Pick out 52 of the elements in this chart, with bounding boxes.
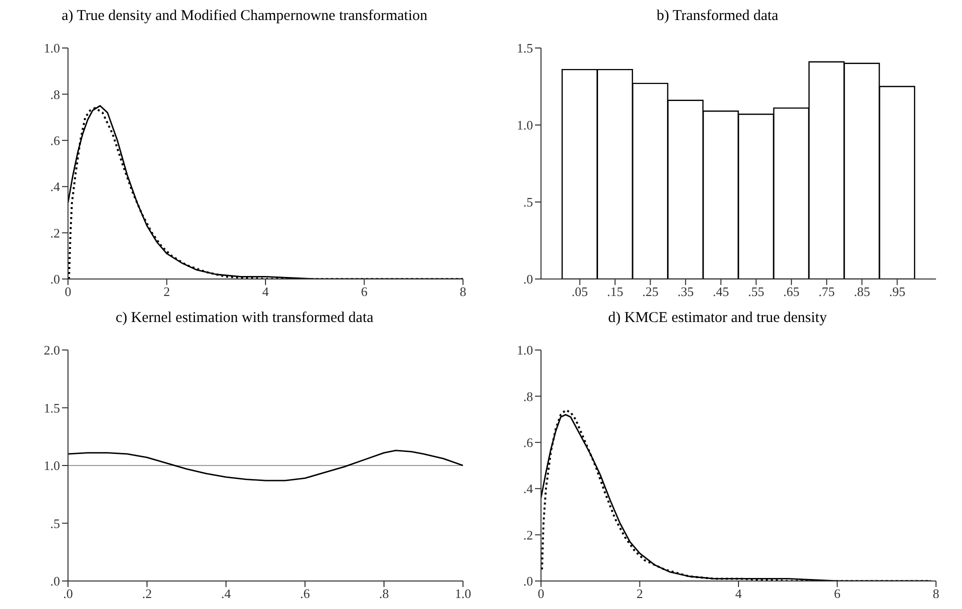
y-tick-label: .0 [523,574,533,589]
y-tick-label: 2.0 [44,342,60,358]
y-tick-label: .0 [523,272,533,287]
line-series [68,450,463,482]
y-tick-label: 1.0 [516,342,533,358]
x-tick-label: .6 [300,586,310,602]
chart-title: d) KMCE estimator and true density [607,310,828,328]
x-tick-label: .75 [818,284,835,300]
x-tick-label: .35 [677,284,694,300]
y-tick-label: .0 [50,272,60,287]
x-tick-label: 6 [834,586,841,602]
y-tick-label: .5 [523,194,533,210]
chart-title: c) Kernel estimation with transformed data [114,310,374,328]
x-tick-label: 2 [636,586,643,602]
x-tick-label: 6 [361,284,368,300]
y-tick-label: .4 [50,179,60,194]
y-tick-label: 1.0 [516,118,533,133]
x-tick-label: .4 [221,586,232,602]
y-tick-label: .8 [50,86,60,102]
x-tick-label: .65 [783,284,800,300]
x-tick-label: 0 [538,586,544,602]
y-tick-label: .2 [523,527,533,542]
y-tick-label: .0 [50,574,60,589]
x-tick-label: 8 [460,284,466,300]
y-tick-label: 1.0 [44,40,60,56]
x-tick-label: .2 [142,586,152,602]
x-tick-label: .0 [63,586,73,602]
y-tick-label: 1.5 [44,400,60,416]
x-tick-label: .15 [606,284,624,300]
y-tick-label: .4 [523,481,534,496]
y-tick-label: .8 [523,388,533,404]
y-tick-label: .6 [50,133,60,148]
chart-title: b) Transformed data [656,8,780,26]
x-tick-label: .8 [379,586,389,602]
x-tick-label: .55 [748,284,764,300]
x-tick-label: .25 [642,284,658,300]
x-tick-label: .45 [712,284,729,300]
y-tick-label: .5 [50,516,60,531]
x-tick-label: 8 [932,586,940,602]
x-tick-label: .85 [854,284,870,300]
x-tick-label: 2 [164,284,170,300]
x-tick-label: .95 [889,284,906,300]
x-tick-label: 4 [262,284,270,300]
x-tick-label: 0 [64,284,72,300]
y-tick-label: .6 [523,435,534,450]
y-tick-label: .2 [50,225,60,240]
y-tick-label: 1.5 [516,40,533,56]
x-tick-label: 4 [735,586,742,602]
y-tick-label: 1.0 [44,458,60,474]
chart-title: a) True density and Modified Champernowne transformation [60,8,428,26]
x-tick-label: .05 [572,284,588,300]
x-tick-label: 1.0 [454,586,472,602]
